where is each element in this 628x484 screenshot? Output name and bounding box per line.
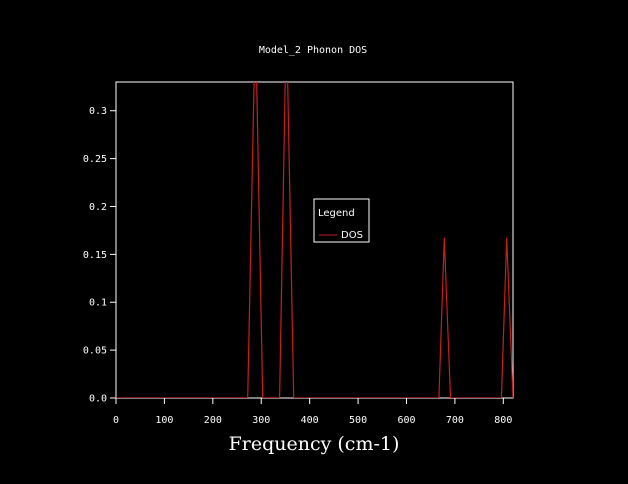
x-tick-label: 0	[113, 415, 119, 426]
y-tick-label: 0.2	[89, 202, 107, 213]
dos-peak-point	[443, 237, 445, 239]
y-tick-label: 0.25	[83, 154, 107, 165]
y-tick-label: 0.1	[89, 298, 107, 309]
legend-series-label: DOS	[341, 230, 363, 241]
x-tick-label: 600	[397, 415, 415, 426]
chart-title: Model_2 Phonon DOS	[259, 45, 367, 56]
x-axis-label: Frequency (cm-1)	[229, 433, 400, 455]
legend: Legend DOS	[313, 198, 370, 243]
legend-title: Legend	[318, 208, 355, 219]
dos-peak-point	[255, 14, 256, 15]
dos-peak-point	[506, 237, 508, 239]
x-tick-label: 200	[204, 415, 222, 426]
y-tick-label: 0.0	[89, 394, 107, 405]
y-tick-label: 0.3	[89, 106, 107, 117]
x-axis: 0 100 200 300 400 500 600 700 800	[113, 398, 512, 426]
x-tick-label: 700	[446, 415, 464, 426]
y-axis: 0.0 0.05 0.1 0.15 0.2 0.25 0.3	[83, 106, 116, 405]
series-layer	[116, 14, 513, 398]
y-tick-label: 0.05	[83, 346, 107, 357]
x-tick-label: 500	[349, 415, 367, 426]
dos-peak-point	[286, 14, 287, 15]
x-tick-label: 800	[494, 415, 512, 426]
x-tick-label: 100	[155, 415, 173, 426]
x-tick-label: 400	[301, 415, 319, 426]
x-tick-label: 300	[252, 415, 270, 426]
y-tick-label: 0.15	[83, 250, 107, 261]
